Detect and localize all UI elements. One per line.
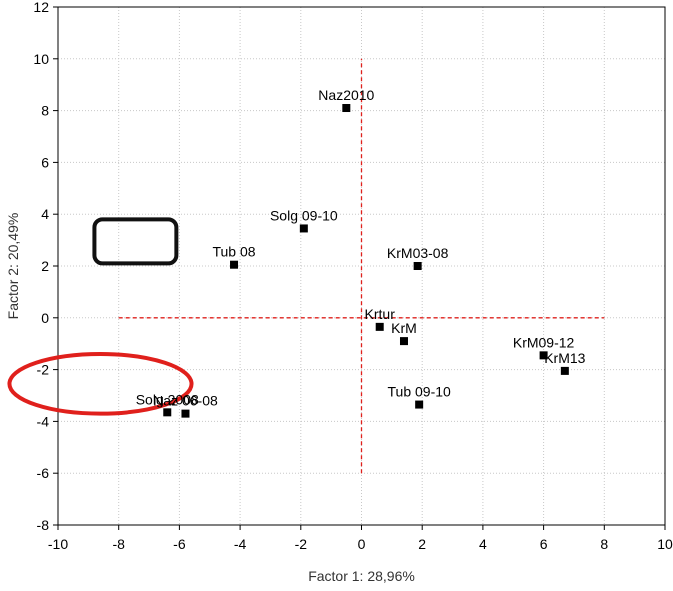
y-tick-label: 8 xyxy=(41,103,49,119)
x-tick-label: 2 xyxy=(418,536,426,552)
data-point-label: Krtur xyxy=(365,306,396,322)
data-point-label: KrM13 xyxy=(544,350,585,366)
x-tick-label: 8 xyxy=(600,536,608,552)
data-point-label: Tub 08 xyxy=(212,244,255,260)
data-point-marker xyxy=(181,409,190,418)
y-tick-label: -8 xyxy=(37,517,50,533)
x-tick-label: 10 xyxy=(657,536,673,552)
x-tick-label: -4 xyxy=(234,536,247,552)
x-axis-title: Factor 1: 28,96% xyxy=(308,568,415,584)
annotations xyxy=(7,217,194,416)
x-tick-label: -8 xyxy=(112,536,125,552)
y-tick-label: 6 xyxy=(41,154,49,170)
y-axis-title: Factor 2: 20,49% xyxy=(5,212,21,320)
x-tick-label: 4 xyxy=(479,536,487,552)
data-point-marker xyxy=(342,104,351,113)
data-point-label: Tub 09-10 xyxy=(388,384,452,400)
data-point-label: KrM03-08 xyxy=(387,245,449,261)
y-tick-label: -6 xyxy=(37,465,50,481)
data-point-label: Naz2010 xyxy=(318,87,374,103)
data-point-marker xyxy=(375,322,384,331)
y-tick-label: 2 xyxy=(41,258,49,274)
x-tick-label: -10 xyxy=(48,536,68,552)
data-point-marker xyxy=(413,262,422,270)
reference-lines xyxy=(118,58,605,474)
data-point-label: Naz 06-08 xyxy=(153,393,218,409)
y-tick-label: 0 xyxy=(41,310,49,326)
data-point-marker xyxy=(163,408,172,417)
y-tick-label: -2 xyxy=(37,362,50,378)
y-tick-label: 4 xyxy=(41,206,49,222)
data-point-label: Solg 09-10 xyxy=(270,207,338,223)
x-tick-label: 0 xyxy=(358,536,366,552)
y-tick-label: 10 xyxy=(33,51,49,67)
data-point-label: KrM09-12 xyxy=(513,334,575,350)
data-point-marker xyxy=(560,366,569,375)
data-point-marker xyxy=(415,400,424,409)
x-tick-label: 6 xyxy=(540,536,548,552)
x-tick-label: -6 xyxy=(173,536,186,552)
y-tick-label: 12 xyxy=(33,0,49,15)
data-point-label: Solg 2008 xyxy=(136,391,199,407)
data-point-marker xyxy=(399,337,408,346)
axis-ticks: -10 -8 -6 -4 -2 0 2 4 6 8 10 -8 -6 -4 -2 0 2 4 6 8 10 12 xyxy=(33,0,673,552)
data-point-marker xyxy=(539,351,548,360)
x-tick-label: -2 xyxy=(295,536,308,552)
highlight-ellipse xyxy=(7,352,194,416)
data-point-label: KrM xyxy=(391,320,417,336)
highlight-rounded-rectangle xyxy=(92,217,179,266)
data-point-marker xyxy=(299,224,308,233)
data-point-marker xyxy=(230,260,239,269)
y-tick-label: -4 xyxy=(37,413,50,429)
